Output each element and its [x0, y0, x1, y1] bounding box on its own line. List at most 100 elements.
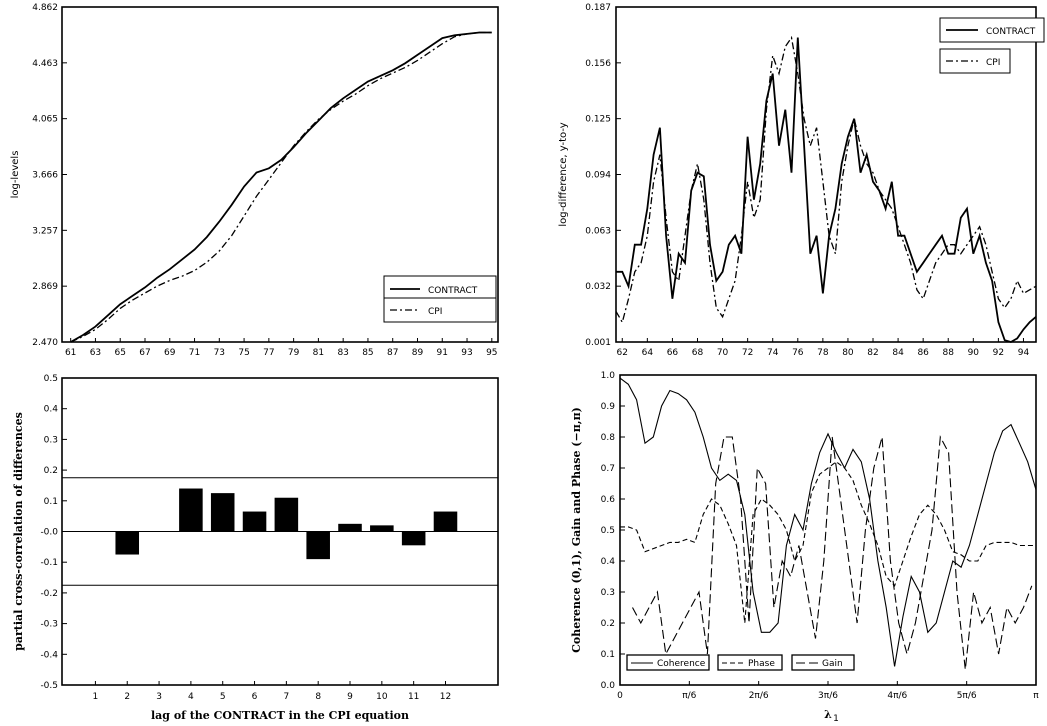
y-tick-label: 4.065	[32, 115, 58, 125]
bar-lag-2	[115, 531, 140, 555]
y-tick-label: -0.3	[40, 620, 58, 630]
x-tick-label: 7	[283, 692, 289, 702]
y-tick-label: 0.7	[601, 464, 615, 474]
y-tick-label: 0.5	[44, 374, 58, 384]
x-tick-label: 2	[124, 692, 130, 702]
bar-lag-11	[401, 531, 426, 546]
y-tick-label: 0.8	[601, 433, 616, 443]
y-tick-label: 0.6	[601, 495, 616, 505]
y-tick-label: 0.9	[601, 402, 616, 412]
y-tick-label: 4.862	[32, 3, 58, 13]
x-tick-label: 73	[214, 348, 225, 358]
series-line-contract	[616, 37, 1037, 343]
x-tick-label: 10	[376, 692, 388, 702]
x-tick-label: 65	[114, 348, 125, 358]
bar-lag-6	[242, 511, 267, 532]
legend-label-gain: Gain	[822, 659, 843, 669]
x-tick-label: 92	[993, 348, 1004, 358]
x-tick-label: 67	[139, 348, 150, 358]
y-tick-label: 3.666	[32, 171, 58, 181]
y-axis-label: log-difference, y-to-y	[558, 122, 569, 226]
bar-lag-5	[210, 493, 235, 532]
x-tick-label: 61	[65, 348, 76, 358]
y-tick-label: 0.187	[585, 3, 611, 13]
bar-lag-9	[338, 523, 362, 532]
legend-label-cpi: CPI	[428, 307, 442, 317]
x-tick-label: 81	[313, 348, 324, 358]
x-tick-label: 63	[90, 348, 101, 358]
y-tick-label: -0.5	[40, 681, 58, 691]
y-tick-label: 0.1	[601, 650, 615, 660]
series-line-cpi	[615, 35, 1037, 324]
y-tick-label: 0.2	[601, 619, 615, 629]
legend-label-cpi: CPI	[986, 58, 1000, 68]
x-tick-label: 72	[742, 348, 753, 358]
panel-cross-correlation: 0.5 0.4 0.3 0.2 0.1 -0.0 -0.1 -0.2 -0.3 -0.4 -0.5 1…	[12, 374, 499, 722]
y-tick-label: 0.125	[585, 115, 611, 125]
y-tick-label: 2.470	[32, 338, 58, 348]
y-tick-label: 0.063	[585, 226, 611, 236]
panel-coherence-gain-phase: 0.0 0.1 0.2 0.3 0.4 0.5 0.6 0.7 0.8 0.9 1.0 0 π/6 2π/…	[570, 371, 1039, 724]
x-axis-label: lag of the CONTRACT in the CPI equation	[151, 709, 409, 722]
y-tick-label: 4.463	[32, 59, 58, 69]
legend-label-phase: Phase	[748, 659, 775, 669]
x-tick-label: 85	[362, 348, 373, 358]
legend-box-gain	[791, 654, 855, 671]
x-tick-label: 82	[867, 348, 878, 358]
x-tick-label: 80	[842, 348, 854, 358]
x-tick-label: 8	[315, 692, 321, 702]
y-tick-label: 1.0	[601, 371, 616, 381]
x-tick-label: 2π/6	[749, 691, 769, 701]
x-tick-label: 74	[767, 348, 779, 358]
x-tick-label: 9	[347, 692, 353, 702]
x-tick-label: 70	[717, 348, 729, 358]
y-tick-label: 0.5	[601, 526, 615, 536]
x-tick-label: 3π/6	[818, 691, 838, 701]
y-axis-label: log-levels	[10, 151, 21, 199]
y-tick-label: 0.1	[44, 497, 58, 507]
x-tick-label: 68	[692, 348, 704, 358]
x-tick-label: 83	[337, 348, 348, 358]
y-axis-label: Coherence (0,1), Gain and Phase (−π,π)	[570, 407, 583, 653]
x-tick-label: 76	[792, 348, 804, 358]
y-tick-label: -0.1	[40, 558, 58, 568]
y-tick-label: 0.2	[44, 466, 58, 476]
y-tick-label: 0.032	[585, 282, 611, 292]
y-tick-label: 0.094	[585, 171, 611, 181]
x-tick-label: 87	[387, 348, 398, 358]
x-tick-label: 66	[667, 348, 679, 358]
series-line-coherence	[619, 377, 1037, 667]
y-tick-label: -0.0	[40, 528, 58, 538]
legend-label-coherence: Coherence	[657, 659, 706, 669]
bar-lag-12	[433, 511, 458, 532]
series-line-cpi	[70, 31, 492, 343]
x-tick-label: 91	[437, 348, 448, 358]
legend-box	[383, 297, 497, 323]
x-tick-label: 4π/6	[887, 691, 907, 701]
x-tick-label: 79	[288, 348, 300, 358]
x-tick-label: 78	[817, 348, 829, 358]
bar-lag-8	[306, 531, 330, 560]
legend-box-coherence	[626, 654, 710, 671]
x-tick-label: 77	[263, 348, 274, 358]
panel-log-levels: 2.470 2.869 3.257 3.666 4.065 4.463 4.862 61 63 6…	[10, 3, 499, 358]
x-tick-label: 88	[943, 348, 955, 358]
legend-label-contract: CONTRACT	[986, 27, 1036, 37]
x-tick-label: π	[1033, 691, 1039, 701]
bar-lag-7	[274, 497, 299, 532]
legend-label-contract: CONTRACT	[428, 286, 478, 296]
x-tick-label: 90	[968, 348, 980, 358]
y-tick-label: 0.001	[585, 338, 611, 348]
y-tick-label: 2.869	[32, 282, 58, 292]
x-tick-label: 5	[220, 692, 226, 702]
x-tick-label: 93	[461, 348, 472, 358]
series-line-contract	[70, 31, 492, 343]
x-tick-label: 1	[93, 692, 99, 702]
y-tick-label: 0.3	[601, 588, 615, 598]
x-axis-label: λ	[824, 708, 832, 721]
x-tick-label: 11	[408, 692, 419, 702]
x-tick-label: 12	[440, 692, 451, 702]
x-tick-label: 5π/6	[957, 691, 977, 701]
series-line-phase	[620, 461, 1036, 624]
